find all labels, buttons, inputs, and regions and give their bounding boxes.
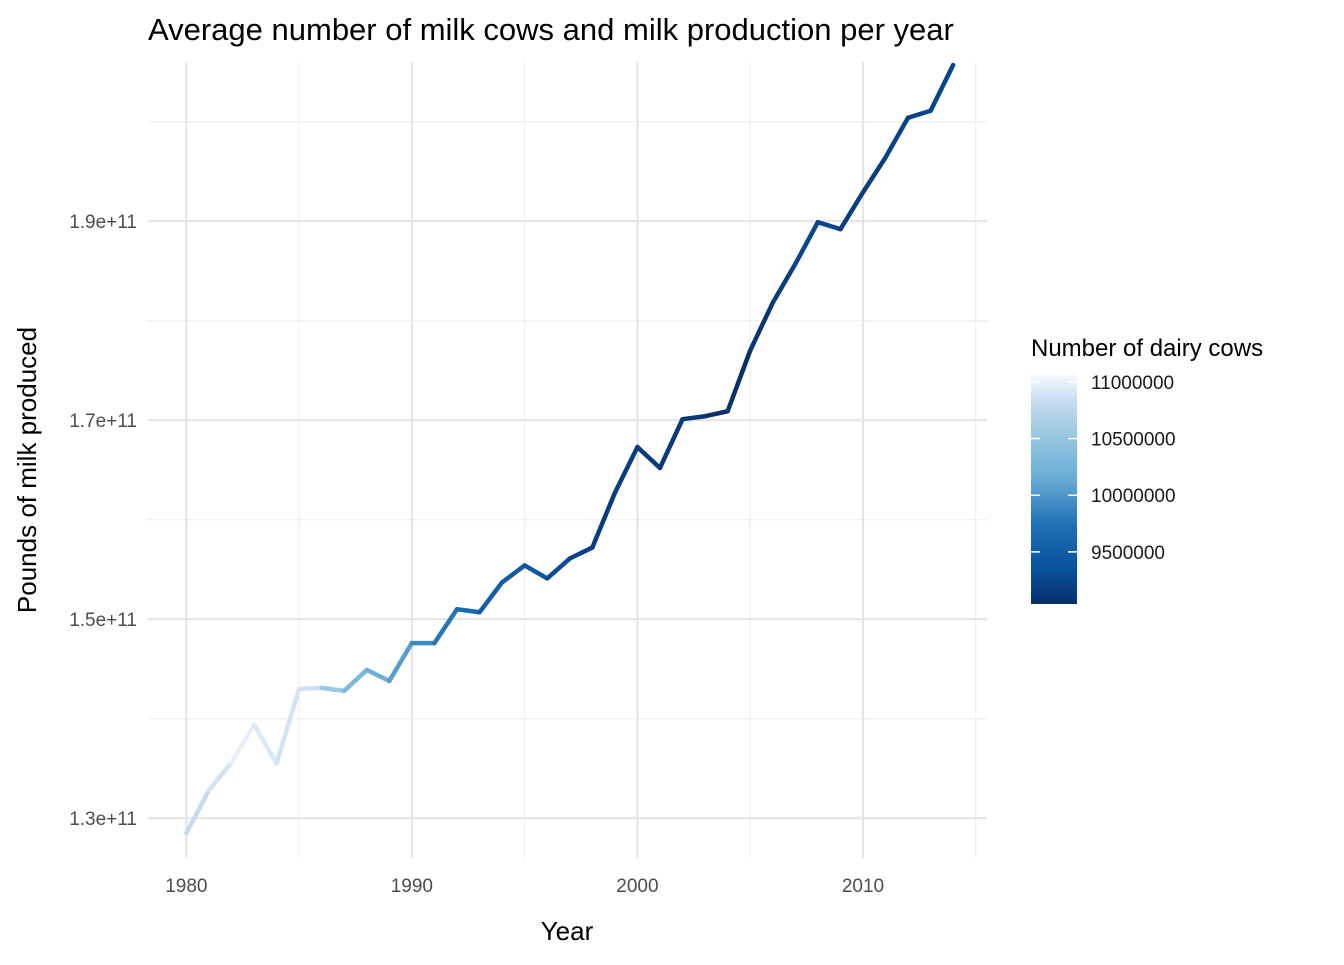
y-tick-label: 1.7e+11	[69, 411, 137, 432]
x-tick-label: 1990	[391, 876, 433, 897]
series-segment	[341, 667, 370, 694]
legend-break-label: 10500000	[1091, 430, 1176, 451]
series-segment	[432, 607, 460, 646]
legend-title: Number of dairy cows	[1031, 335, 1263, 362]
series-segment	[206, 760, 234, 793]
series-segment	[635, 444, 663, 471]
x-tick-label: 1980	[165, 876, 207, 897]
series-segment	[883, 115, 911, 160]
y-tick-label: 1.5e+11	[69, 610, 137, 631]
series-segment	[793, 219, 821, 267]
series-segment	[499, 563, 527, 585]
series-segment	[680, 413, 708, 422]
x-axis-ticks: 1980 1990 2000 2010	[165, 876, 884, 897]
series-segment	[860, 155, 888, 195]
legend-break-label: 9500000	[1091, 543, 1165, 564]
x-axis-title: Year	[541, 916, 594, 946]
y-axis-ticks: 1.3e+11 1.5e+11 1.7e+11 1.9e+11	[69, 212, 137, 830]
series-segment	[477, 580, 505, 615]
grid-minor	[148, 62, 987, 858]
x-tick-label: 2010	[842, 876, 884, 897]
series-line	[184, 62, 956, 836]
legend-colorbar	[1031, 374, 1077, 604]
y-tick-label: 1.9e+11	[69, 212, 137, 233]
legend: Number of dairy cows 11000000 10500000 100…	[1031, 335, 1263, 604]
series-segment	[928, 62, 956, 114]
grid-major	[148, 62, 987, 858]
series-segment	[522, 563, 550, 581]
series-segment	[657, 416, 685, 471]
legend-break-label: 10000000	[1091, 486, 1176, 507]
series-segment	[251, 722, 279, 766]
series-segment	[319, 685, 347, 694]
series-segment	[612, 444, 640, 496]
series-segment	[544, 556, 573, 581]
y-tick-label: 1.3e+11	[69, 809, 137, 830]
series-segment	[747, 300, 775, 353]
series-segment	[567, 545, 595, 561]
legend-break-label: 11000000	[1091, 373, 1174, 394]
series-segment	[364, 667, 392, 684]
series-segment	[838, 190, 866, 232]
series-segment	[725, 348, 753, 414]
series-segment	[770, 261, 798, 306]
series-segment	[184, 788, 212, 836]
series-segment	[815, 219, 843, 232]
series-segment	[702, 408, 730, 419]
x-tick-label: 2000	[616, 876, 658, 897]
series-segment	[905, 108, 933, 120]
series-segment	[454, 607, 482, 615]
series-segment	[229, 722, 257, 765]
chart-title: Average number of milk cows and milk pro…	[148, 12, 954, 47]
legend-ticks: 11000000 10500000 10000000 9500000	[1031, 373, 1176, 564]
series-segment	[296, 685, 324, 692]
series-segment	[274, 686, 302, 766]
series-segment	[387, 640, 415, 684]
series-segment	[590, 490, 618, 550]
y-axis-title: Pounds of milk produced	[12, 327, 42, 613]
